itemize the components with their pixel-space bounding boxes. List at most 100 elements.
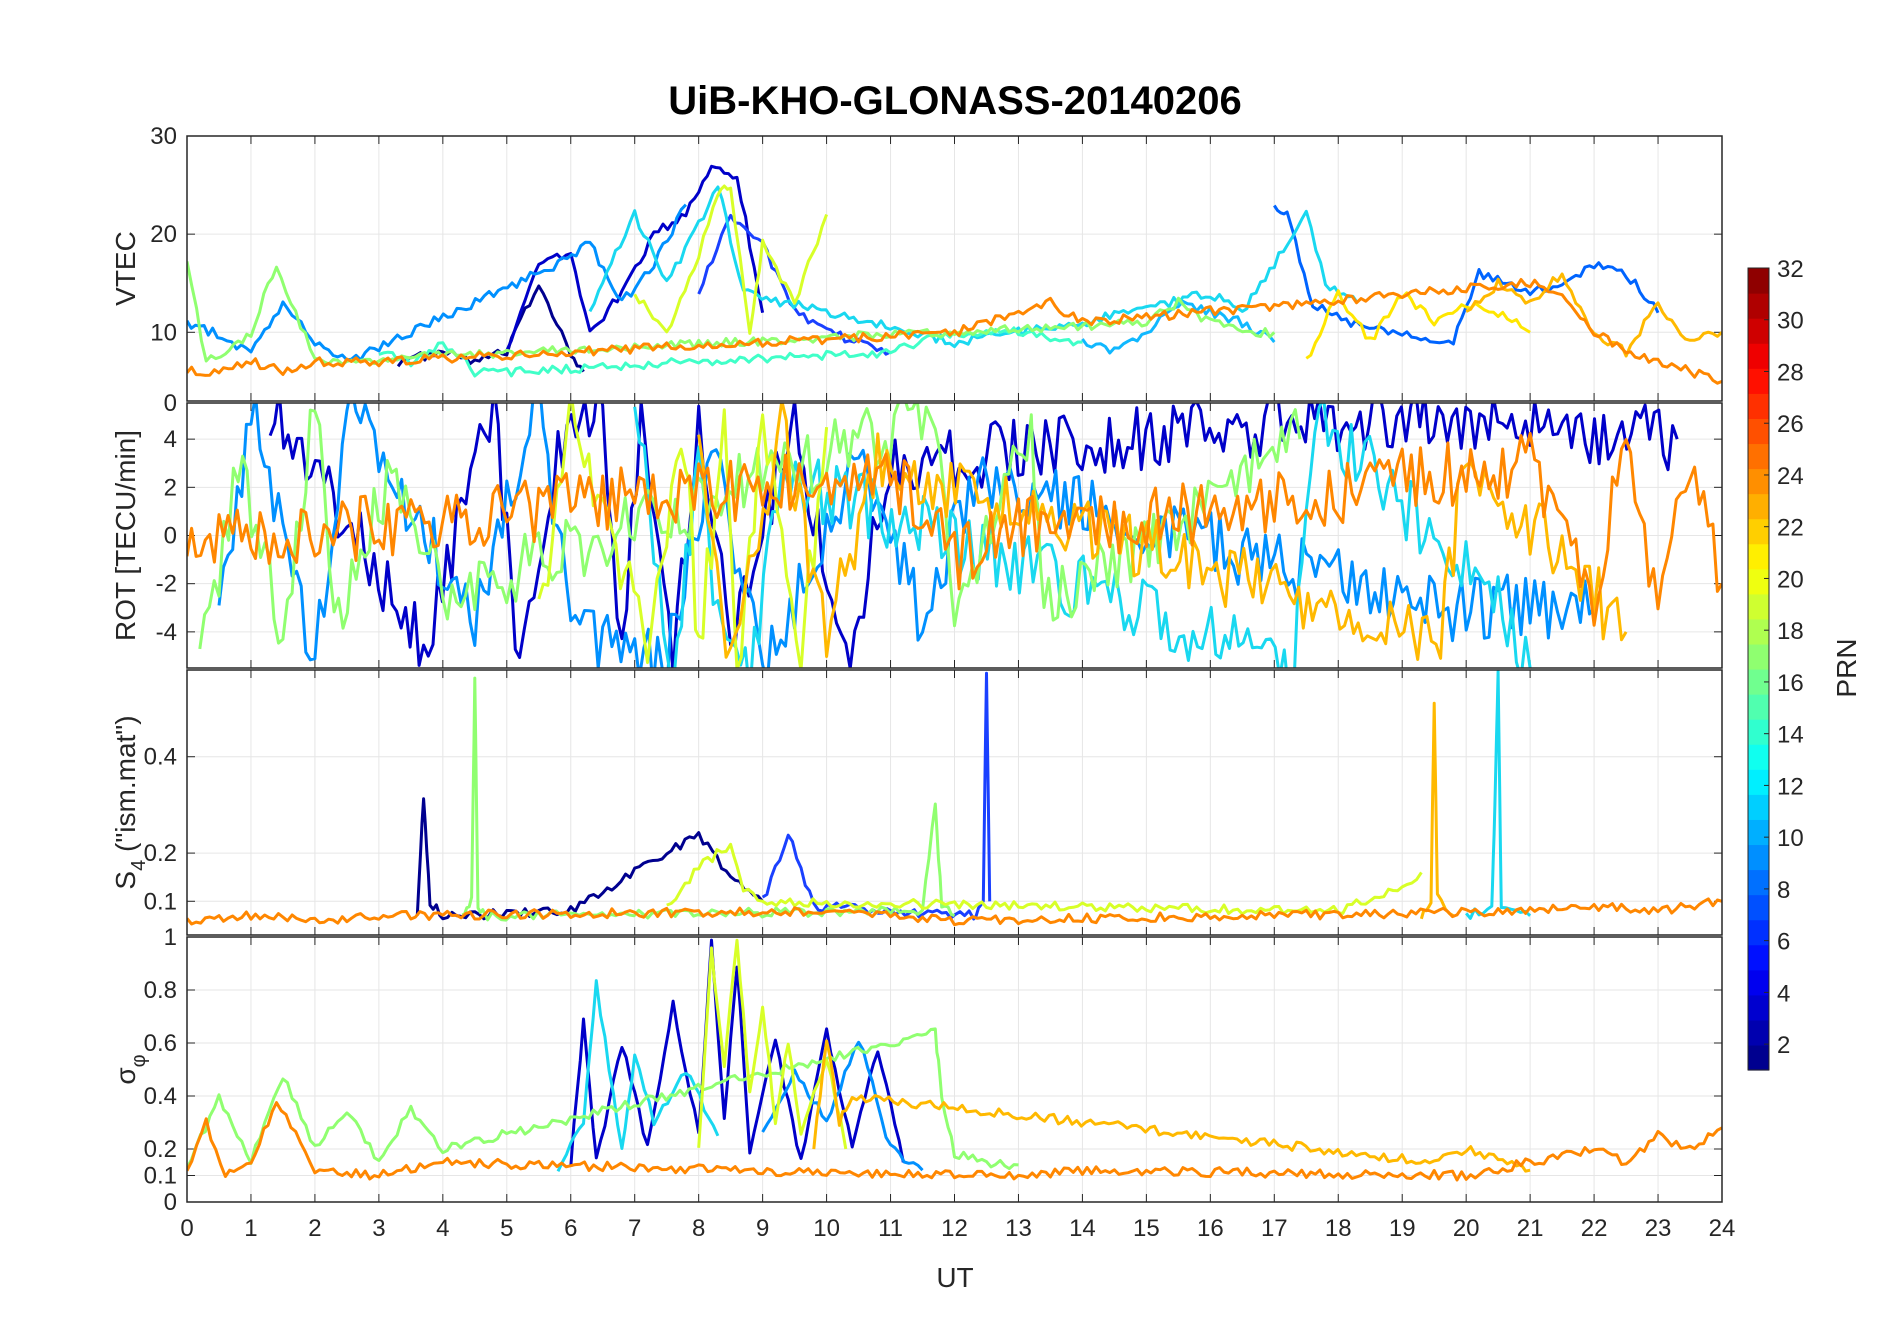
- series-prn-24: [187, 897, 1722, 927]
- colorbar-segment: [1748, 869, 1769, 896]
- y-axis-label-sub: φ: [128, 1054, 150, 1067]
- colorbar-tick-label: 26: [1777, 411, 1804, 438]
- series-prn-24: [187, 431, 1722, 627]
- colorbar-segment: [1748, 1019, 1769, 1046]
- axes-box: [186, 402, 1723, 669]
- series-prn-10: [1081, 299, 1276, 355]
- figure-title: UiB-KHO-GLONASS-20140206: [668, 79, 1242, 123]
- colorbar-segment: [1748, 794, 1769, 820]
- y-tick-label: 10: [150, 319, 177, 346]
- colorbar-label: PRN: [1831, 638, 1862, 697]
- y-tick-label: 30: [150, 123, 177, 150]
- sigma-phi-panel: 00.10.2 0.4 0.6 0.8 1 σφ: [110, 924, 1723, 1216]
- colorbar-segment: [1748, 769, 1769, 795]
- colorbar-tick-label: 16: [1777, 670, 1804, 697]
- colorbar-segment: [1748, 418, 1769, 445]
- y-tick-label: 0.1: [144, 888, 177, 915]
- colorbar-tick-label: 4: [1777, 980, 1790, 1007]
- colorbar-segment: [1748, 719, 1769, 745]
- x-tick-label: 7: [628, 1215, 641, 1242]
- y-tick-label: -2: [156, 571, 177, 598]
- colorbar-segment: [1748, 744, 1769, 770]
- y-tick-label: 0.8: [144, 977, 177, 1004]
- colorbar-segment: [1748, 468, 1769, 495]
- x-tick-label: 17: [1261, 1215, 1288, 1242]
- y-tick-label: 0.1: [144, 1163, 177, 1190]
- colorbar-segment: [1748, 368, 1769, 394]
- x-tick-label: 2: [308, 1215, 321, 1242]
- x-tick-label: 4: [436, 1215, 449, 1242]
- colorbar-segment: [1748, 994, 1769, 1021]
- x-axis: 0 1 2 3 4 5 6 7 8 9 10 11 12 13 14 15 16 17 18 19 20 21 22 23 24: [180, 1215, 1735, 1242]
- colorbar-segment: [1748, 643, 1769, 670]
- series-prn-4: [761, 671, 992, 921]
- y-tick-label: 0: [164, 390, 177, 417]
- series-prn-12: [556, 979, 720, 1172]
- colorbar-tick-label: 24: [1777, 463, 1804, 490]
- series-prn-8: [217, 403, 1596, 668]
- colorbar-segment: [1748, 518, 1769, 545]
- colorbar-segment: [1748, 694, 1769, 720]
- series-prn-8: [761, 1040, 924, 1172]
- colorbar-segment: [1748, 1044, 1769, 1071]
- colorbar-tick-label: 32: [1777, 256, 1804, 283]
- y-axis-label-main: S: [110, 871, 141, 890]
- y-tick-label: 1: [164, 924, 177, 951]
- x-tick-label: 15: [1133, 1215, 1160, 1242]
- colorbar-segment: [1748, 919, 1769, 946]
- y-axis-label: σφ: [110, 1054, 150, 1084]
- colorbar-segment: [1748, 894, 1769, 921]
- x-tick-label: 23: [1645, 1215, 1672, 1242]
- colorbar-segment: [1748, 618, 1769, 645]
- x-tick-label: 6: [564, 1215, 577, 1242]
- x-tick-label: 0: [180, 1215, 193, 1242]
- y-tick-label: 0.2: [144, 1136, 177, 1163]
- series-prn-12: [1465, 670, 1532, 920]
- colorbar-tick-label: 20: [1777, 566, 1804, 593]
- y-axis-label: VTEC: [110, 231, 141, 306]
- series-prn-24: [187, 278, 1722, 385]
- x-tick-label: 1: [244, 1215, 257, 1242]
- y-tick-label: 0: [164, 1189, 177, 1216]
- colorbar-tick-label: 22: [1777, 515, 1804, 542]
- x-tick-label: 21: [1517, 1215, 1544, 1242]
- y-tick-label: 0.6: [144, 1030, 177, 1057]
- y-tick-label: -4: [156, 619, 177, 646]
- colorbar-segment: [1748, 819, 1769, 846]
- y-axis-label: ROT [TECU/min]: [110, 430, 141, 641]
- y-tick-label: 0: [164, 523, 177, 550]
- y-tick-label: 2: [164, 474, 177, 501]
- x-tick-label: 8: [692, 1215, 705, 1242]
- series-prn-22: [1419, 701, 1455, 920]
- x-tick-label: 13: [1005, 1215, 1032, 1242]
- colorbar-tick-label: 2: [1777, 1032, 1790, 1059]
- series-prn-6: [1273, 204, 1660, 346]
- x-tick-label: 24: [1709, 1215, 1736, 1242]
- colorbar-segment: [1748, 969, 1769, 996]
- series-group: [187, 403, 1722, 668]
- s4-panel: 0.10.20.4S4 ("ism.mat"): [110, 669, 1723, 936]
- x-tick-label: 5: [500, 1215, 513, 1242]
- series-prn-16: [198, 403, 1302, 650]
- colorbar-tick-label: 10: [1777, 825, 1804, 852]
- colorbar-segment: [1748, 293, 1769, 319]
- series-prn-14: [378, 326, 1083, 378]
- x-tick-label: 11: [878, 1215, 903, 1242]
- colorbar-frame: [1747, 267, 1770, 1071]
- y-axis-label-rest: ("ism.mat"): [110, 715, 141, 859]
- x-axis-label: UT: [936, 1262, 973, 1293]
- colorbar-segment: [1748, 593, 1769, 620]
- y-axis-label: S4 ("ism.mat"): [110, 715, 150, 889]
- y-axis-label-sub: 4: [128, 860, 150, 871]
- axes-box: [186, 669, 1723, 936]
- x-tick-label: 10: [813, 1215, 840, 1242]
- colorbar-tick-label: 28: [1777, 359, 1804, 386]
- colorbar-tick-label: 12: [1777, 773, 1804, 800]
- series-prn-8: [187, 203, 687, 362]
- colorbar-tick-label: 30: [1777, 308, 1804, 335]
- colorbar-tick-label: 14: [1777, 722, 1804, 749]
- x-tick-label: 12: [941, 1215, 968, 1242]
- colorbar-segment: [1748, 944, 1769, 971]
